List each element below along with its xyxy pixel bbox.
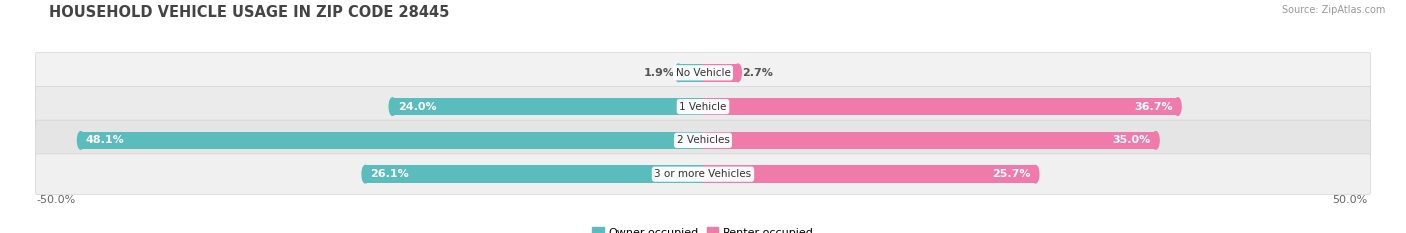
Text: No Vehicle: No Vehicle (675, 68, 731, 78)
Circle shape (675, 64, 682, 82)
Bar (703, 132, 1156, 149)
Text: 1 Vehicle: 1 Vehicle (679, 102, 727, 112)
Legend: Owner-occupied, Renter-occupied: Owner-occupied, Renter-occupied (588, 223, 818, 233)
Text: 36.7%: 36.7% (1133, 102, 1173, 112)
FancyBboxPatch shape (35, 52, 1371, 93)
Text: 26.1%: 26.1% (371, 169, 409, 179)
Text: 48.1%: 48.1% (86, 135, 125, 145)
Bar (80, 132, 703, 149)
Circle shape (734, 64, 741, 82)
FancyBboxPatch shape (35, 120, 1371, 161)
Bar (679, 64, 703, 82)
Text: 35.0%: 35.0% (1112, 135, 1150, 145)
Circle shape (1174, 98, 1181, 115)
Text: 24.0%: 24.0% (398, 102, 436, 112)
Text: 25.7%: 25.7% (991, 169, 1031, 179)
Text: 2 Vehicles: 2 Vehicles (676, 135, 730, 145)
Text: HOUSEHOLD VEHICLE USAGE IN ZIP CODE 28445: HOUSEHOLD VEHICLE USAGE IN ZIP CODE 2844… (49, 5, 450, 20)
Circle shape (1153, 132, 1159, 149)
Bar (366, 165, 703, 183)
Circle shape (77, 132, 84, 149)
Text: 3 or more Vehicles: 3 or more Vehicles (654, 169, 752, 179)
Text: Source: ZipAtlas.com: Source: ZipAtlas.com (1281, 5, 1385, 15)
Circle shape (1032, 165, 1039, 183)
Text: 1.9%: 1.9% (644, 68, 675, 78)
Circle shape (389, 98, 396, 115)
Bar (703, 98, 1178, 115)
FancyBboxPatch shape (35, 154, 1371, 194)
FancyBboxPatch shape (35, 86, 1371, 127)
Circle shape (361, 165, 368, 183)
Text: 2.7%: 2.7% (742, 68, 773, 78)
Bar (703, 64, 738, 82)
Bar (703, 165, 1035, 183)
Bar (392, 98, 703, 115)
